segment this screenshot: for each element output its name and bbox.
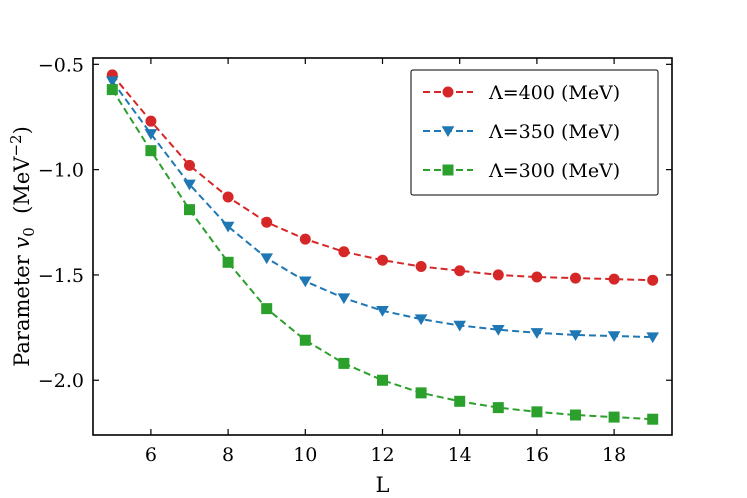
data-point (492, 269, 504, 281)
data-point (492, 402, 504, 414)
legend-item: Λ=300 (MeV) (423, 160, 620, 182)
data-point (646, 332, 660, 344)
data-point (377, 374, 388, 386)
y-tick-label: −1.0 (38, 160, 84, 182)
data-point (222, 191, 234, 203)
data-point (454, 265, 466, 277)
x-tick-label: 12 (370, 444, 394, 466)
series-2 (106, 84, 659, 425)
data-point (145, 145, 157, 157)
series-1 (105, 76, 660, 344)
data-point (298, 276, 312, 288)
data-point (184, 159, 195, 171)
data-point (570, 272, 581, 284)
data-point (145, 115, 157, 127)
data-point (261, 303, 273, 315)
data-point (222, 256, 234, 268)
data-point (608, 273, 620, 285)
data-point (530, 328, 544, 339)
data-point (454, 395, 466, 407)
series-0 (106, 69, 659, 286)
legend-items: Λ=400 (MeV) Λ=350 (MeV) Λ=300 (MeV) (423, 82, 620, 182)
data-point (338, 246, 350, 258)
y-tick-label: −2.0 (38, 370, 84, 392)
x-axis-label: L (376, 473, 390, 497)
x-tick-label: 8 (222, 444, 234, 466)
y-axis-label-close: ) (10, 126, 34, 134)
legend-item: Λ=400 (MeV) (423, 82, 620, 104)
series-layer (105, 69, 660, 425)
legend-marker (442, 86, 454, 98)
series-line (111, 74, 653, 282)
data-point (183, 179, 196, 191)
data-point (491, 324, 505, 336)
legend-label: Λ=300 (MeV) (488, 160, 620, 182)
data-point (144, 129, 158, 140)
legend-marker (442, 164, 454, 176)
x-tick-label: 14 (448, 444, 472, 466)
data-point (531, 406, 543, 418)
data-point (414, 314, 428, 326)
data-point (376, 305, 389, 317)
data-point (607, 331, 621, 343)
legend-item: Λ=350 (MeV) (423, 121, 620, 143)
data-point (260, 253, 274, 265)
legend-label: Λ=400 (MeV) (488, 82, 620, 104)
data-point (453, 320, 467, 332)
y-axis-label-subscript: 0 (20, 227, 38, 237)
y-axis-label-symbol: v (10, 237, 34, 249)
legend: Λ=400 (MeV) Λ=350 (MeV) Λ=300 (MeV) (410, 69, 659, 196)
ticks-layer: 6 8 10 12 14 16 18 −0.5 −1.0 −1.5 −2.0 (38, 54, 672, 466)
x-tick-label: 16 (525, 444, 549, 466)
data-point (531, 271, 543, 283)
data-point (415, 261, 427, 273)
data-point (647, 413, 659, 425)
data-point (377, 254, 388, 266)
data-point (647, 274, 659, 286)
x-tick-label: 10 (293, 444, 317, 466)
y-axis-label-prefix: Parameter (10, 249, 34, 367)
legend-box (410, 69, 659, 196)
y-tick-label: −0.5 (38, 54, 84, 76)
data-point (608, 411, 620, 423)
data-point (415, 387, 427, 399)
legend-label: Λ=350 (MeV) (488, 121, 620, 143)
y-axis-label-exponent: −2 (7, 134, 25, 156)
series-line (111, 89, 653, 421)
data-point (106, 84, 118, 96)
data-point (221, 221, 235, 233)
data-point (184, 204, 195, 216)
legend-marker (441, 126, 455, 138)
data-point (570, 409, 581, 421)
data-point (105, 76, 119, 88)
y-tick-label: −1.5 (38, 265, 84, 287)
data-point (261, 216, 273, 228)
x-tick-label: 18 (602, 444, 626, 466)
data-point (299, 334, 311, 346)
y-axis-label-unit: (MeV (10, 156, 34, 227)
data-point (569, 330, 582, 341)
data-point (338, 357, 350, 369)
data-point (299, 233, 311, 245)
y-axis-label: Parameter v0 (MeV−2) (7, 126, 38, 367)
data-point (337, 293, 351, 305)
x-tick-label: 6 (145, 444, 157, 466)
